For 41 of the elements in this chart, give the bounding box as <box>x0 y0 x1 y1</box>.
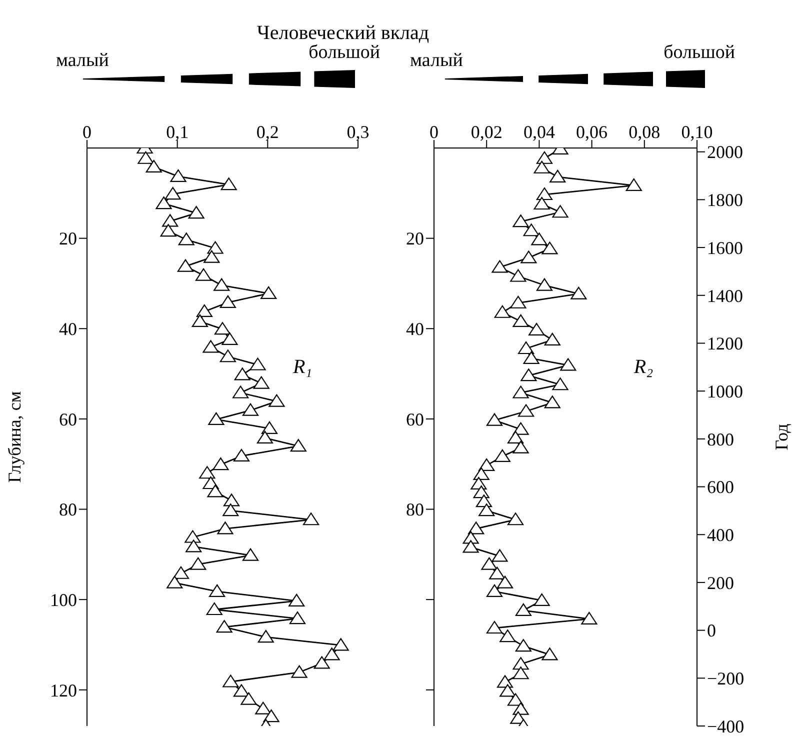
y2-tick-label: 600 <box>707 477 734 498</box>
y-tick-label: 40 <box>406 319 424 340</box>
y2-tick-label: 1200 <box>707 334 743 354</box>
x-tick-label: 0,1 <box>166 122 189 142</box>
x-tick-label: 0,10 <box>681 122 713 142</box>
x-tick-label: 0,3 <box>346 122 370 142</box>
y-tick-label: 60 <box>59 409 77 430</box>
y-tick-label: 80 <box>406 500 424 520</box>
y2-tick-label: −400 <box>707 716 744 736</box>
x-tick-label: 0,08 <box>628 122 660 142</box>
y-tick-label: 80 <box>59 500 77 520</box>
y2-tick-label: 800 <box>707 429 734 450</box>
y-tick-label: 20 <box>406 228 424 249</box>
y-tick-label: 120 <box>50 680 77 700</box>
chart-title: Человеческий вклад <box>256 22 430 44</box>
y2-tick-label: 400 <box>707 525 734 545</box>
y2-tick-label: 0 <box>707 620 716 641</box>
y2-tick-label: 1600 <box>707 238 743 258</box>
x-tick-label: 0,02 <box>470 122 502 142</box>
text: большой <box>308 42 380 64</box>
y-tick-label: 20 <box>59 228 77 249</box>
x-tick-label: 0 <box>430 122 438 142</box>
y-tick-label: 60 <box>406 409 424 430</box>
y2-tick-label: −200 <box>707 668 744 689</box>
y2-tick-label: 1400 <box>707 286 743 306</box>
y2-tick-label: 2000 <box>707 142 743 162</box>
x-tick-label: 0,04 <box>523 122 555 142</box>
text: R₂ <box>634 356 654 380</box>
x-tick-label: 0,2 <box>256 122 279 142</box>
y2-axis-title: Год <box>771 424 792 450</box>
text: малый <box>410 50 463 72</box>
series-label: R₁ <box>292 356 312 380</box>
y-tick-label: 100 <box>50 590 77 610</box>
text: большой <box>664 42 735 64</box>
text: малый <box>56 50 109 72</box>
y-tick-label: 40 <box>59 319 77 340</box>
y2-tick-label: 1800 <box>707 190 743 210</box>
x-tick-label: 0 <box>82 122 92 142</box>
y2-tick-label: 1000 <box>707 381 743 402</box>
y2-tick-label: 200 <box>707 572 734 593</box>
x-tick-label: 0,06 <box>576 122 608 142</box>
